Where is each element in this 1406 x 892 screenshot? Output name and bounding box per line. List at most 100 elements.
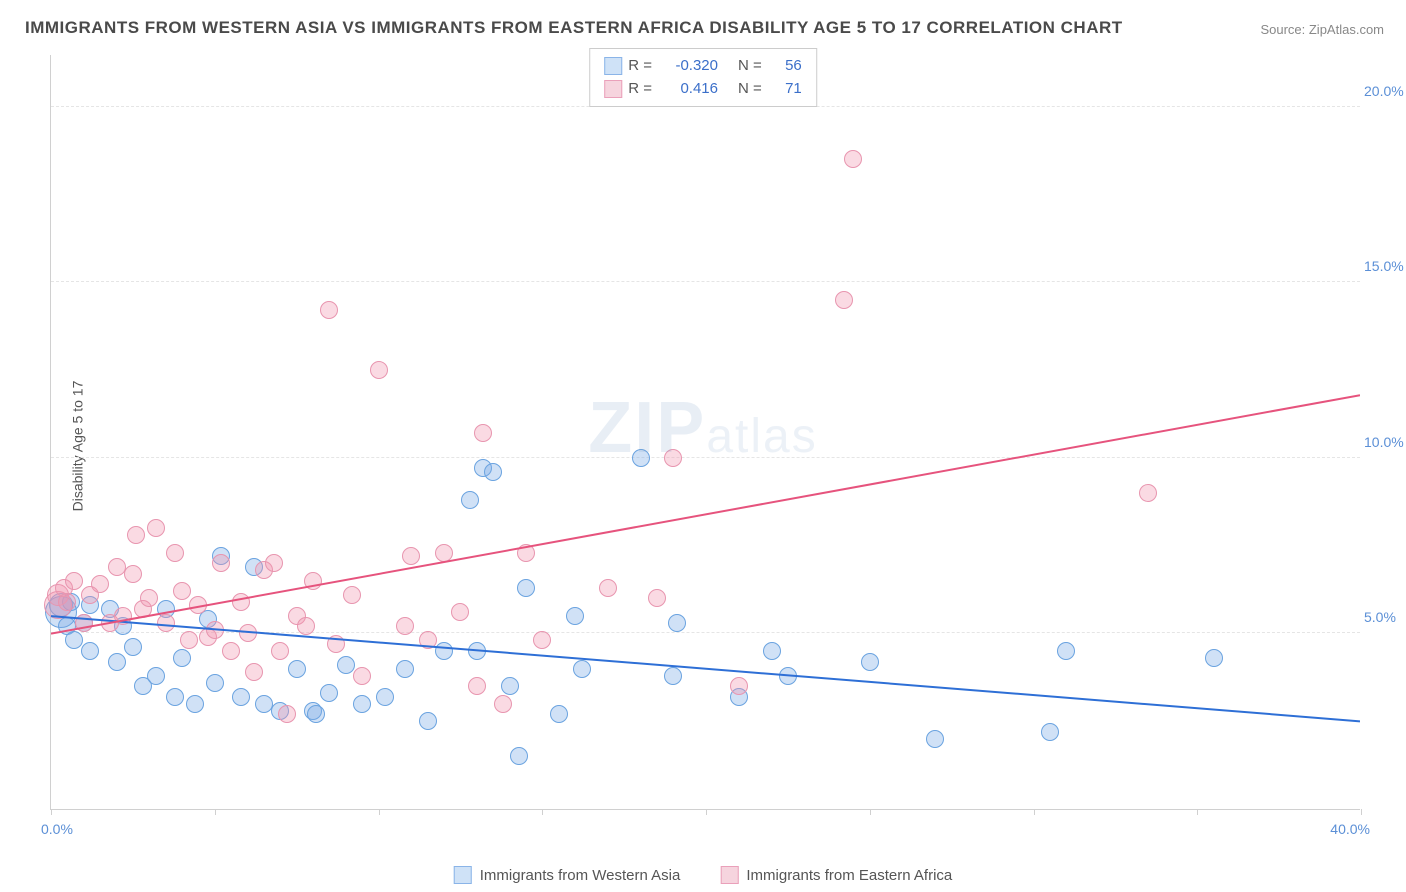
x-tick-label: 40.0% <box>1330 821 1370 837</box>
data-point <box>166 544 184 562</box>
chart-container: IMMIGRANTS FROM WESTERN ASIA VS IMMIGRAN… <box>0 0 1406 892</box>
data-point <box>1205 649 1223 667</box>
legend-r-value: -0.320 <box>662 55 718 78</box>
data-point <box>517 579 535 597</box>
data-point <box>474 424 492 442</box>
data-point <box>396 617 414 635</box>
data-point <box>206 621 224 639</box>
data-point <box>212 554 230 572</box>
data-point <box>304 572 322 590</box>
data-point <box>461 491 479 509</box>
data-point <box>376 688 394 706</box>
data-point <box>926 730 944 748</box>
data-point <box>419 712 437 730</box>
legend-swatch <box>604 57 622 75</box>
x-tick <box>1361 809 1362 815</box>
data-point <box>343 586 361 604</box>
data-point <box>173 649 191 667</box>
data-point <box>468 677 486 695</box>
data-point <box>124 638 142 656</box>
x-tick <box>51 809 52 815</box>
gridline <box>51 457 1360 458</box>
data-point <box>501 677 519 695</box>
data-point <box>127 526 145 544</box>
data-point <box>75 614 93 632</box>
data-point <box>664 667 682 685</box>
data-point <box>566 607 584 625</box>
legend-row: R =-0.320N =56 <box>604 55 802 78</box>
data-point <box>255 695 273 713</box>
data-point <box>147 667 165 685</box>
data-point <box>533 631 551 649</box>
y-tick-label: 5.0% <box>1364 609 1396 625</box>
x-tick <box>870 809 871 815</box>
legend-row: R =0.416N =71 <box>604 78 802 101</box>
data-point <box>632 449 650 467</box>
data-point <box>65 572 83 590</box>
legend-swatch <box>454 866 472 884</box>
legend-n-label: N = <box>738 55 762 78</box>
legend-r-value: 0.416 <box>662 78 718 101</box>
data-point <box>451 603 469 621</box>
data-point <box>320 301 338 319</box>
x-tick <box>706 809 707 815</box>
data-point <box>327 635 345 653</box>
data-point <box>730 677 748 695</box>
data-point <box>124 565 142 583</box>
data-point <box>222 642 240 660</box>
data-point <box>402 547 420 565</box>
bottom-legend-item: Immigrants from Western Asia <box>454 866 681 884</box>
data-point <box>206 674 224 692</box>
data-point <box>550 705 568 723</box>
data-point <box>147 519 165 537</box>
y-tick-label: 10.0% <box>1364 434 1404 450</box>
data-point <box>232 688 250 706</box>
data-point <box>189 596 207 614</box>
data-point <box>114 607 132 625</box>
data-point <box>180 631 198 649</box>
x-tick <box>542 809 543 815</box>
data-point <box>484 463 502 481</box>
data-point <box>307 705 325 723</box>
data-point <box>186 695 204 713</box>
data-point <box>510 747 528 765</box>
data-point <box>65 631 83 649</box>
data-point <box>297 617 315 635</box>
y-tick-label: 20.0% <box>1364 83 1404 99</box>
data-point <box>353 695 371 713</box>
data-point <box>166 688 184 706</box>
data-point <box>664 449 682 467</box>
data-point <box>245 663 263 681</box>
data-point <box>517 544 535 562</box>
x-tick <box>1197 809 1198 815</box>
data-point <box>861 653 879 671</box>
series-legend: Immigrants from Western Asia Immigrants f… <box>454 866 953 884</box>
data-point <box>396 660 414 678</box>
data-point <box>844 150 862 168</box>
legend-swatch <box>604 80 622 98</box>
x-tick-label: 0.0% <box>41 821 73 837</box>
data-point <box>91 575 109 593</box>
data-point <box>419 631 437 649</box>
legend-series-name: Immigrants from Eastern Africa <box>746 867 952 884</box>
data-point <box>278 705 296 723</box>
y-tick-label: 15.0% <box>1364 258 1404 274</box>
data-point <box>1041 723 1059 741</box>
legend-r-label: R = <box>628 78 652 101</box>
data-point <box>265 554 283 572</box>
data-point <box>435 642 453 660</box>
data-point <box>239 624 257 642</box>
legend-series-name: Immigrants from Western Asia <box>480 867 681 884</box>
data-point <box>320 684 338 702</box>
data-point <box>468 642 486 660</box>
data-point <box>140 589 158 607</box>
data-point <box>288 660 306 678</box>
data-point <box>668 614 686 632</box>
data-point <box>81 642 99 660</box>
data-point <box>1057 642 1075 660</box>
gridline <box>51 281 1360 282</box>
correlation-legend: R =-0.320N =56R =0.416N =71 <box>589 48 817 107</box>
data-point <box>835 291 853 309</box>
data-point <box>494 695 512 713</box>
data-point <box>353 667 371 685</box>
